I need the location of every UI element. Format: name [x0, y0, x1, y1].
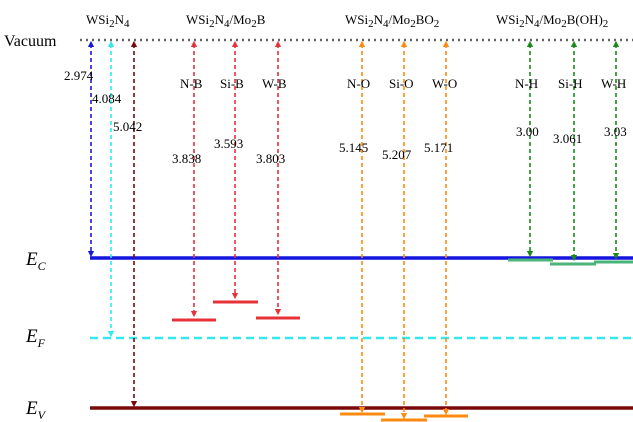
- label-si-b: Si-B: [220, 76, 244, 91]
- label-si-o: Si-O: [389, 76, 414, 91]
- value-n-b: 3.838: [172, 151, 201, 166]
- value-w-o: 5.171: [424, 140, 453, 155]
- value-si-h: 3.061: [553, 131, 582, 146]
- label-w-b: W-B: [262, 76, 287, 91]
- label-n-h: N-H: [515, 76, 538, 91]
- value-ev-gap: 5.042: [113, 119, 142, 134]
- value-si-o: 5.207: [382, 147, 412, 162]
- header-wsi2n4-mo2boh2: WSi2N4/Mo2B(OH)2: [496, 12, 608, 30]
- vacuum-label: Vacuum: [4, 33, 57, 50]
- value-si-b: 3.593: [214, 136, 243, 151]
- value-n-o: 5.145: [339, 140, 368, 155]
- header-wsi2n4: WSi2N4: [86, 12, 130, 30]
- label-si-h: Si-H: [558, 76, 583, 91]
- ef-label: EF: [25, 326, 46, 350]
- ev-label: EV: [25, 398, 47, 422]
- label-w-h: W-H: [601, 76, 626, 91]
- ec-label: EC: [25, 249, 47, 273]
- value-w-h: 3.03: [604, 124, 627, 139]
- label-n-o: N-O: [347, 76, 370, 91]
- value-ec-gap: 2.974: [64, 68, 94, 83]
- value-w-b: 3.803: [256, 151, 285, 166]
- value-ef-gap: 4.084: [92, 91, 122, 106]
- value-n-h: 3.00: [516, 124, 539, 139]
- header-wsi2n4-mo2b: WSi2N4/Mo2B: [186, 12, 266, 30]
- label-w-o: W-O: [432, 76, 457, 91]
- header-wsi2n4-mo2bo2: WSi2N4/Mo2BO2: [345, 12, 439, 30]
- label-n-b: N-B: [180, 76, 203, 91]
